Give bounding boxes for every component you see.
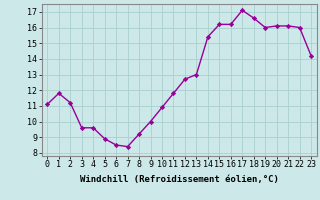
- X-axis label: Windchill (Refroidissement éolien,°C): Windchill (Refroidissement éolien,°C): [80, 175, 279, 184]
